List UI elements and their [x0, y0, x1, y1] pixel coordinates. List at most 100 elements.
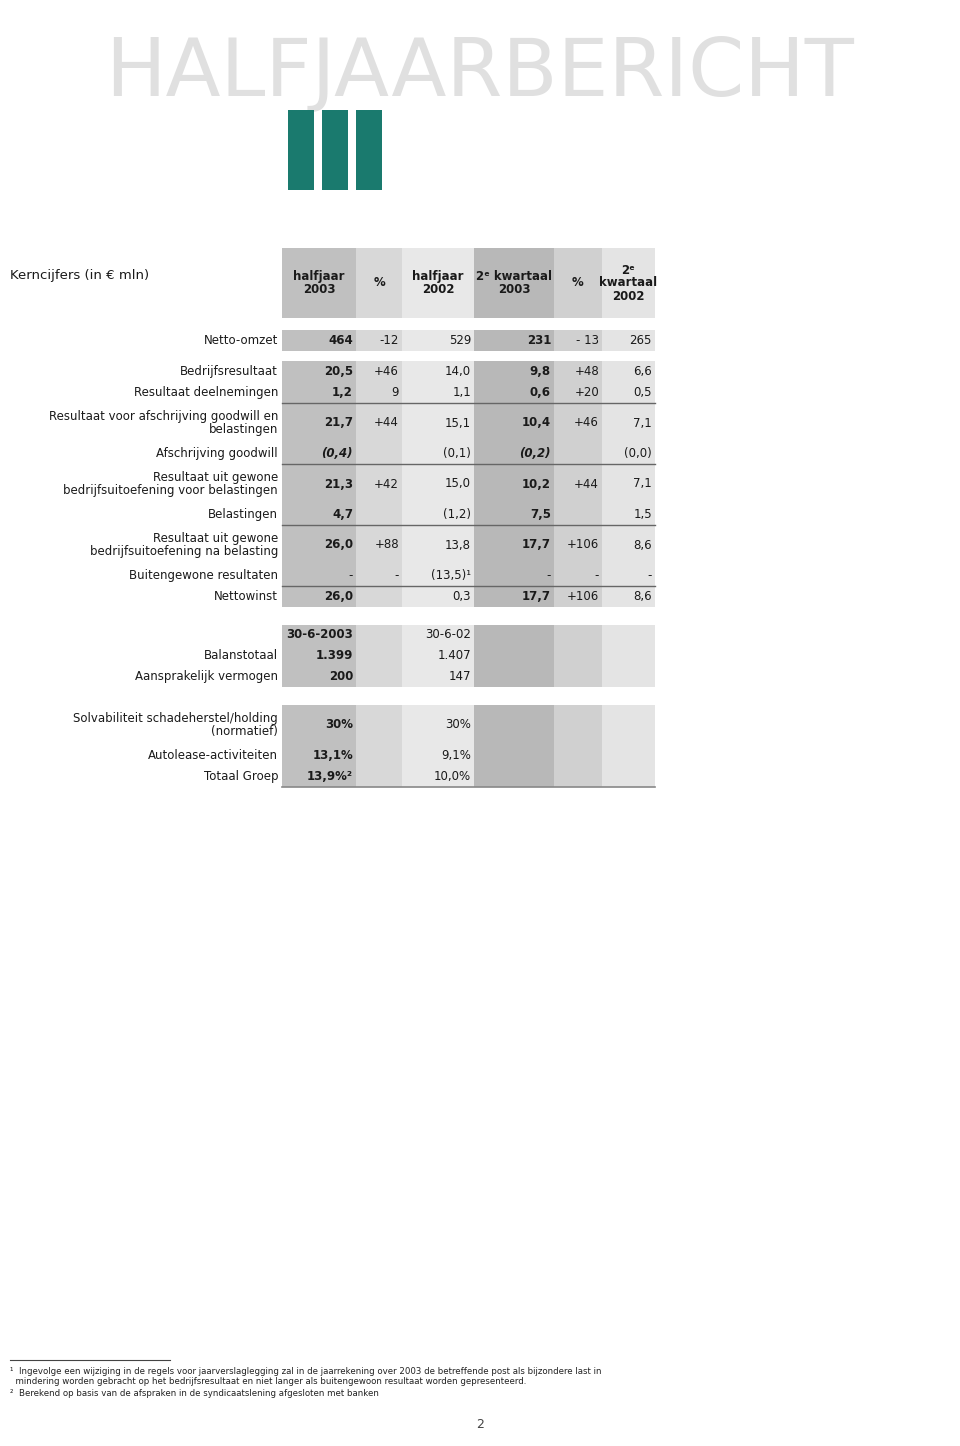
- Text: 26,0: 26,0: [324, 538, 353, 551]
- Text: Resultaat deelnemingen: Resultaat deelnemingen: [133, 386, 278, 399]
- Text: 26,0: 26,0: [324, 590, 353, 603]
- Bar: [356, 766, 402, 787]
- Text: -: -: [648, 568, 652, 581]
- Bar: [356, 706, 402, 745]
- Text: 21,7: 21,7: [324, 416, 353, 429]
- Text: 1.399: 1.399: [316, 649, 353, 662]
- Text: 6,6: 6,6: [634, 364, 652, 377]
- Bar: [602, 249, 655, 318]
- Text: 147: 147: [448, 669, 471, 683]
- Bar: [474, 766, 554, 787]
- Text: -12: -12: [379, 334, 399, 347]
- Text: (0,2): (0,2): [519, 447, 551, 460]
- Bar: [282, 645, 356, 667]
- Bar: [402, 565, 474, 586]
- Bar: [402, 766, 474, 787]
- Text: 13,1%: 13,1%: [312, 749, 353, 762]
- Text: Solvabiliteit schadeherstel/holding: Solvabiliteit schadeherstel/holding: [73, 711, 278, 724]
- Text: belastingen: belastingen: [208, 424, 278, 437]
- Text: 21,3: 21,3: [324, 477, 353, 490]
- Text: (0,4): (0,4): [322, 447, 353, 460]
- Bar: [356, 565, 402, 586]
- Bar: [602, 403, 655, 442]
- Bar: [554, 464, 602, 505]
- Text: ²  Berekend op basis van de afspraken in de syndicaatslening afgesloten met bank: ² Berekend op basis van de afspraken in …: [10, 1388, 379, 1397]
- Bar: [402, 505, 474, 525]
- Bar: [602, 464, 655, 505]
- Text: 30-6-2003: 30-6-2003: [286, 629, 353, 642]
- Bar: [356, 382, 402, 403]
- Bar: [402, 745, 474, 766]
- Text: 15,1: 15,1: [444, 416, 471, 429]
- Bar: [474, 525, 554, 565]
- Bar: [474, 645, 554, 667]
- Text: 529: 529: [448, 334, 471, 347]
- Bar: [402, 645, 474, 667]
- Bar: [402, 249, 474, 318]
- Text: 9,1%: 9,1%: [442, 749, 471, 762]
- Text: Netto-omzet: Netto-omzet: [204, 334, 278, 347]
- Bar: [282, 362, 356, 382]
- Bar: [402, 362, 474, 382]
- Bar: [402, 667, 474, 687]
- Text: +88: +88: [374, 538, 399, 551]
- Bar: [356, 586, 402, 607]
- Text: +106: +106: [566, 538, 599, 551]
- Text: 2002: 2002: [421, 283, 454, 296]
- Bar: [402, 586, 474, 607]
- Text: 13,9%²: 13,9%²: [307, 771, 353, 782]
- Text: Kerncijfers (in € mln): Kerncijfers (in € mln): [10, 269, 149, 282]
- Bar: [282, 330, 356, 351]
- Bar: [282, 586, 356, 607]
- Bar: [356, 745, 402, 766]
- Text: Resultaat uit gewone: Resultaat uit gewone: [153, 532, 278, 545]
- Text: (0,1): (0,1): [444, 447, 471, 460]
- Text: 10,2: 10,2: [522, 477, 551, 490]
- Text: kwartaal: kwartaal: [599, 276, 658, 289]
- Bar: [602, 586, 655, 607]
- Text: -: -: [348, 568, 353, 581]
- Text: +46: +46: [574, 416, 599, 429]
- Text: +106: +106: [566, 590, 599, 603]
- Bar: [602, 645, 655, 667]
- Text: Resultaat voor afschrijving goodwill en: Resultaat voor afschrijving goodwill en: [49, 411, 278, 424]
- Text: 2ᵉ kwartaal: 2ᵉ kwartaal: [476, 270, 552, 283]
- Bar: [282, 442, 356, 464]
- Text: Buitengewone resultaten: Buitengewone resultaten: [129, 568, 278, 581]
- Bar: [474, 403, 554, 442]
- Bar: [474, 745, 554, 766]
- Bar: [554, 403, 602, 442]
- Bar: [356, 525, 402, 565]
- Bar: [554, 706, 602, 745]
- Text: 17,7: 17,7: [522, 590, 551, 603]
- Text: 30-6-02: 30-6-02: [425, 629, 471, 642]
- Text: 2002: 2002: [612, 289, 645, 302]
- Text: 1,5: 1,5: [634, 508, 652, 521]
- Bar: [356, 625, 402, 645]
- Bar: [282, 745, 356, 766]
- Bar: [356, 464, 402, 505]
- Bar: [602, 525, 655, 565]
- Text: mindering worden gebracht op het bedrijfsresultaat en niet langer als buitengewo: mindering worden gebracht op het bedrijf…: [10, 1378, 526, 1387]
- Text: (normatief): (normatief): [211, 724, 278, 737]
- Bar: [554, 745, 602, 766]
- Bar: [602, 706, 655, 745]
- Text: +44: +44: [374, 416, 399, 429]
- Bar: [282, 565, 356, 586]
- Bar: [602, 667, 655, 687]
- Bar: [402, 525, 474, 565]
- Bar: [402, 706, 474, 745]
- Bar: [474, 362, 554, 382]
- Bar: [554, 667, 602, 687]
- Bar: [322, 110, 348, 189]
- Bar: [402, 442, 474, 464]
- Text: 14,0: 14,0: [444, 364, 471, 377]
- Text: bedrijfsuitoefening voor belastingen: bedrijfsuitoefening voor belastingen: [63, 484, 278, 497]
- Text: 2: 2: [476, 1419, 484, 1432]
- Bar: [554, 766, 602, 787]
- Text: ¹  Ingevolge een wijziging in de regels voor jaarverslaglegging zal in de jaarre: ¹ Ingevolge een wijziging in de regels v…: [10, 1368, 602, 1377]
- Text: 1,2: 1,2: [332, 386, 353, 399]
- Bar: [602, 505, 655, 525]
- Bar: [356, 667, 402, 687]
- Bar: [474, 249, 554, 318]
